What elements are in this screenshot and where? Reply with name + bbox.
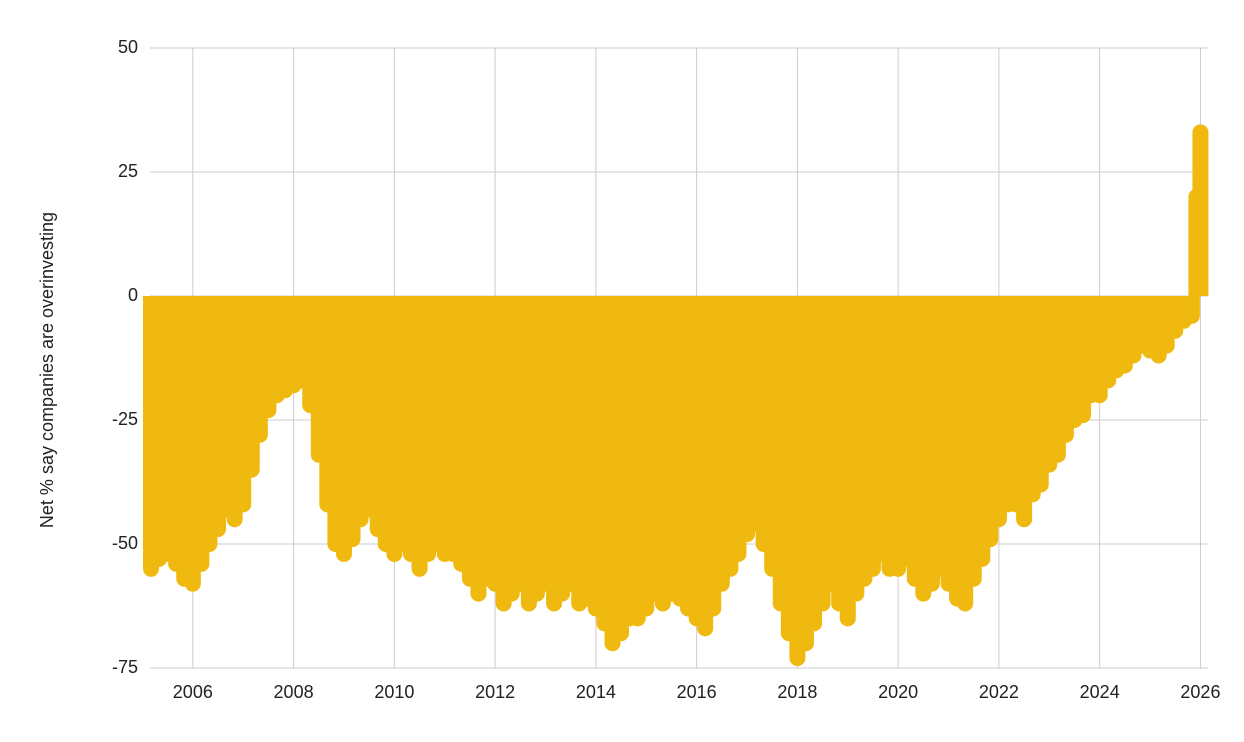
x-tick-label: 2012	[475, 682, 515, 702]
x-tick-label: 2008	[274, 682, 314, 702]
y-axis-label: Net % say companies are overinvesting	[37, 212, 57, 528]
y-tick-label: 25	[118, 161, 138, 181]
tick-labels: 50 25 0 -25 -50 -75 2006 2008 2010 2012 2014 2016 20…	[112, 37, 1220, 702]
y-tick-label: -50	[112, 533, 138, 553]
y-tick-label: -75	[112, 657, 138, 677]
x-tick-label: 2016	[677, 682, 717, 702]
x-tick-label: 2018	[777, 682, 817, 702]
x-tick-label: 2022	[979, 682, 1019, 702]
bar	[1183, 296, 1200, 324]
x-tick-label: 2014	[576, 682, 616, 702]
bars	[143, 124, 1209, 667]
y-tick-label: -25	[112, 409, 138, 429]
bar	[1192, 124, 1209, 296]
x-tick-label: 2026	[1180, 682, 1220, 702]
x-tick-label: 2010	[374, 682, 414, 702]
x-tick-label: 2006	[173, 682, 213, 702]
y-tick-label: 0	[128, 285, 138, 305]
x-tick-label: 2020	[878, 682, 918, 702]
x-tick-label: 2024	[1080, 682, 1120, 702]
y-tick-label: 50	[118, 37, 138, 57]
